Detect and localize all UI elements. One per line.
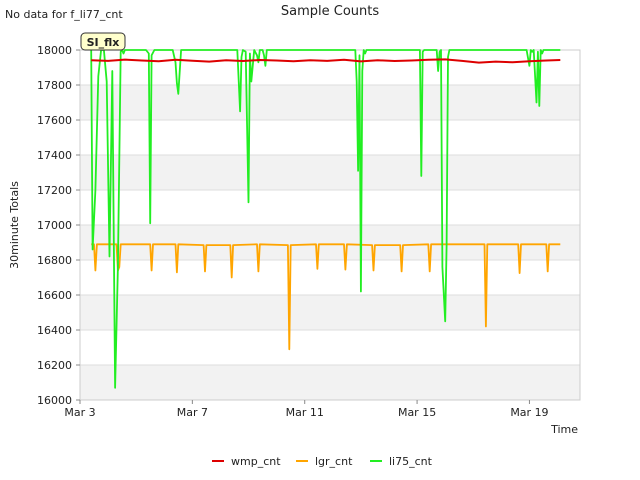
y-tick-label: 16000 xyxy=(37,394,72,407)
y-tick-label: 18000 xyxy=(37,44,72,57)
plot-band xyxy=(80,295,580,330)
plot-band xyxy=(80,155,580,190)
y-tick-label: 17200 xyxy=(37,184,72,197)
series-line-li75_cnt xyxy=(90,49,561,389)
chart-title: Sample Counts xyxy=(281,4,379,19)
x-tick-label: Mar 3 xyxy=(64,406,95,419)
x-tick-label: Mar 11 xyxy=(286,406,324,419)
y-axis-label: 30minute Totals xyxy=(8,181,21,269)
y-tick-label: 16600 xyxy=(37,289,72,302)
series-lines xyxy=(90,49,561,389)
plot-band xyxy=(80,225,580,260)
legend-label-li75_cnt: li75_cnt xyxy=(389,455,433,468)
site-badge-box xyxy=(80,32,126,51)
y-tick-label: 17000 xyxy=(37,219,72,232)
y-tick-label: 17600 xyxy=(37,114,72,127)
series-line-lgr_cnt xyxy=(91,243,561,351)
site-badge: SI_flx xyxy=(80,32,126,51)
series-line-wmp_cnt xyxy=(91,58,561,64)
y-tick-label: 17800 xyxy=(37,79,72,92)
x-axis-label: Time xyxy=(550,423,578,436)
no-data-note: No data for f_li77_cnt xyxy=(5,8,123,21)
legend-label-lgr_cnt: lgr_cnt xyxy=(315,455,353,468)
plot-band xyxy=(80,365,580,400)
plot-bands xyxy=(80,85,580,400)
y-tick-label: 16200 xyxy=(37,359,72,372)
legend-label-wmp_cnt: wmp_cnt xyxy=(231,455,281,468)
x-tick-label: Mar 15 xyxy=(398,406,436,419)
y-tick-label: 16400 xyxy=(37,324,72,337)
site-badge-label: SI_flx xyxy=(87,36,120,49)
y-axis-ticks: 16000 16200 16400 16600 16800 17000 17200 17400… xyxy=(37,44,80,407)
legend: wmp_cnt lgr_cnt li75_cnt xyxy=(212,455,433,468)
x-tick-label: Mar 19 xyxy=(510,406,548,419)
y-tick-label: 16800 xyxy=(37,254,72,267)
plot-band xyxy=(80,85,580,120)
x-tick-label: Mar 7 xyxy=(177,406,208,419)
x-axis-ticks: Mar 3 Mar 7 Mar 11 Mar 15 Mar 19 xyxy=(64,400,549,419)
y-tick-label: 17400 xyxy=(37,149,72,162)
